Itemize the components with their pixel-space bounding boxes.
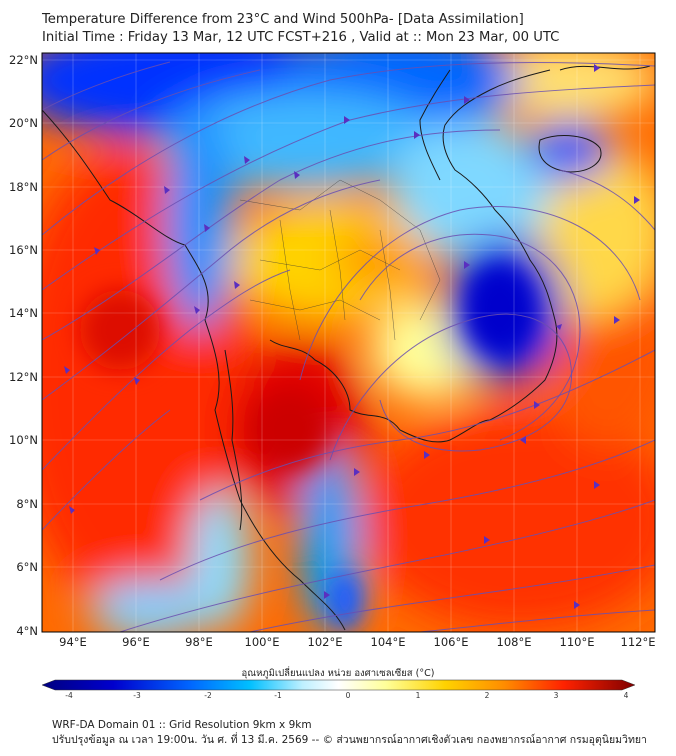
lat-label: 4°N (16, 624, 38, 638)
forecast-map: 22°N 20°N 18°N 16°N 14°N 12°N 10°N 8°N 6… (9, 52, 656, 700)
colorbar-tick: 3 (554, 691, 559, 700)
footer: WRF-DA Domain 01 :: Grid Resolution 9km … (52, 718, 647, 748)
latitude-labels: 22°N 20°N 18°N 16°N 14°N 12°N 10°N 8°N 6… (9, 53, 38, 638)
colorbar-scale (41, 679, 636, 691)
lon-label: 112°E (621, 635, 656, 649)
colorbar: -4 -3 -2 -1 0 1 2 3 4 (41, 679, 636, 700)
lat-label: 8°N (16, 497, 38, 511)
colorbar-tick: 0 (346, 691, 351, 700)
colorbar-tick: -1 (274, 691, 282, 700)
lon-label: 96°E (122, 635, 150, 649)
lon-label: 98°E (185, 635, 213, 649)
colorbar-tick: -4 (65, 691, 73, 700)
title-line-1: Temperature Difference from 23°C and Win… (42, 12, 524, 27)
longitude-labels: 94°E 96°E 98°E 100°E 102°E 104°E 106°E 1… (59, 635, 655, 649)
lat-label: 22°N (9, 53, 38, 67)
footer-line-2: ปรับปรุงข้อมูล ณ เวลา 19:00น. วัน ศ. ที่… (52, 734, 647, 746)
colorbar-ticks: -4 -3 -2 -1 0 1 2 3 4 (65, 691, 628, 700)
lat-label: 18°N (9, 180, 38, 194)
lon-label: 100°E (245, 635, 280, 649)
lon-label: 94°E (59, 635, 87, 649)
colorbar-label: อุณหภูมิเปลี่ยนแปลง หน่วย องศาเซลเซียส (… (241, 668, 435, 679)
lat-label: 10°N (9, 433, 38, 447)
lon-label: 108°E (497, 635, 532, 649)
lat-label: 12°N (9, 370, 38, 384)
title-line-2: Initial Time : Friday 13 Mar, 12 UTC FCS… (42, 30, 560, 45)
lat-label: 16°N (9, 243, 38, 257)
lat-label: 6°N (16, 560, 38, 574)
lat-label: 14°N (9, 306, 38, 320)
colorbar-tick: 1 (416, 691, 421, 700)
wind-arrows (64, 64, 640, 609)
map-frame (41, 52, 656, 633)
lat-label: 20°N (9, 116, 38, 130)
temperature-field (42, 53, 655, 632)
colorbar-tick: 4 (624, 691, 629, 700)
wind-streamlines (42, 61, 655, 632)
chart-title: Temperature Difference from 23°C and Win… (42, 11, 559, 47)
colorbar-tick: -2 (204, 691, 212, 700)
lon-label: 106°E (434, 635, 469, 649)
lon-label: 110°E (560, 635, 595, 649)
colorbar-tick: -3 (133, 691, 141, 700)
lon-label: 102°E (308, 635, 343, 649)
footer-line-1: WRF-DA Domain 01 :: Grid Resolution 9km … (52, 719, 312, 731)
colorbar-tick: 2 (485, 691, 490, 700)
lon-label: 104°E (371, 635, 406, 649)
